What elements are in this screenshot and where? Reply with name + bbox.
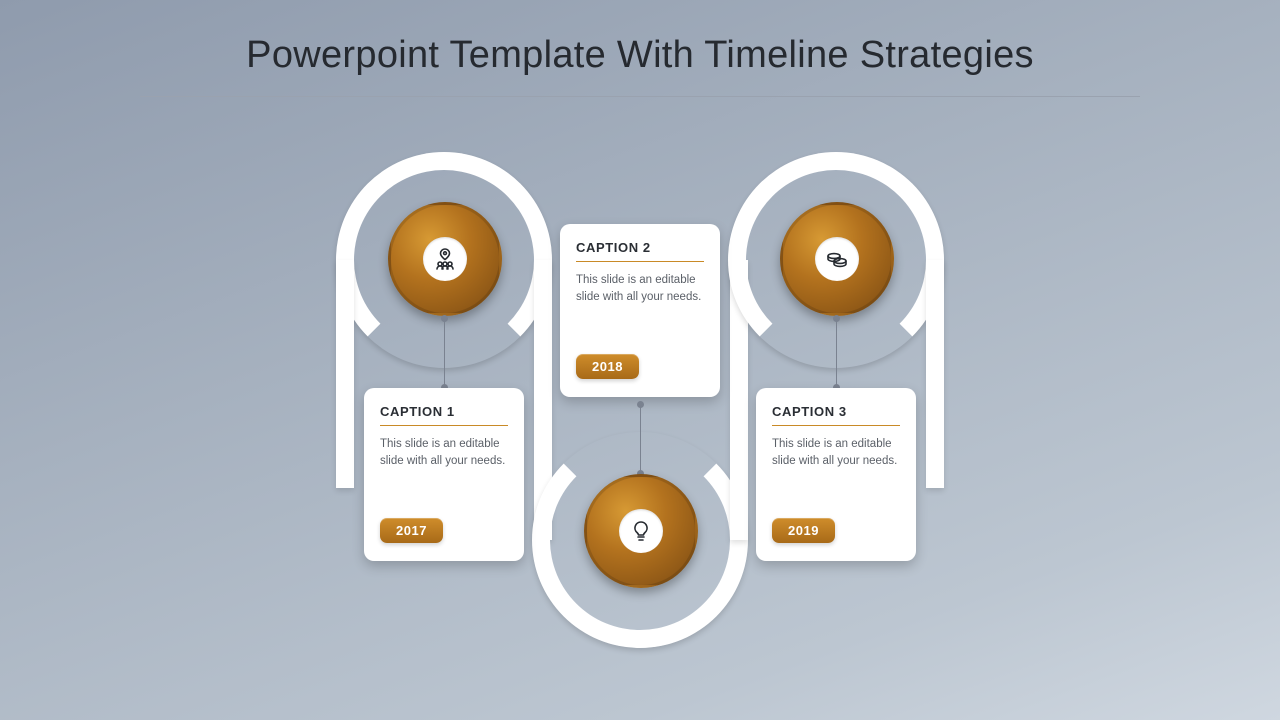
- track-tail-right: [926, 260, 944, 488]
- track-tail-left: [336, 260, 354, 488]
- connector-1: [444, 318, 445, 388]
- caption-card-3: CAPTION 3 This slide is an editable slid…: [756, 388, 916, 561]
- year-pill-2: 2018: [576, 354, 639, 379]
- caption-rule-1: [380, 425, 508, 426]
- caption-title-1: CAPTION 1: [380, 404, 508, 419]
- caption-rule-2: [576, 261, 704, 262]
- caption-card-2: CAPTION 2 This slide is an editable slid…: [560, 224, 720, 397]
- title-underline: [140, 96, 1140, 97]
- lightbulb-icon: [619, 509, 663, 553]
- year-pill-3: 2019: [772, 518, 835, 543]
- slide-canvas: Powerpoint Template With Timeline Strate…: [0, 0, 1280, 720]
- caption-body-1: This slide is an editable slide with all…: [380, 436, 508, 494]
- icon-badge-1: [388, 202, 502, 316]
- slide-title: Powerpoint Template With Timeline Strate…: [0, 34, 1280, 77]
- icon-badge-3: [780, 202, 894, 316]
- connector-2: [640, 404, 641, 474]
- caption-rule-3: [772, 425, 900, 426]
- users-location-icon: [423, 237, 467, 281]
- coins-icon: [815, 237, 859, 281]
- caption-body-3: This slide is an editable slide with all…: [772, 436, 900, 494]
- caption-title-3: CAPTION 3: [772, 404, 900, 419]
- caption-title-2: CAPTION 2: [576, 240, 704, 255]
- connector-3: [836, 318, 837, 388]
- icon-badge-2: [584, 474, 698, 588]
- caption-body-2: This slide is an editable slide with all…: [576, 272, 704, 330]
- caption-card-1: CAPTION 1 This slide is an editable slid…: [364, 388, 524, 561]
- year-pill-1: 2017: [380, 518, 443, 543]
